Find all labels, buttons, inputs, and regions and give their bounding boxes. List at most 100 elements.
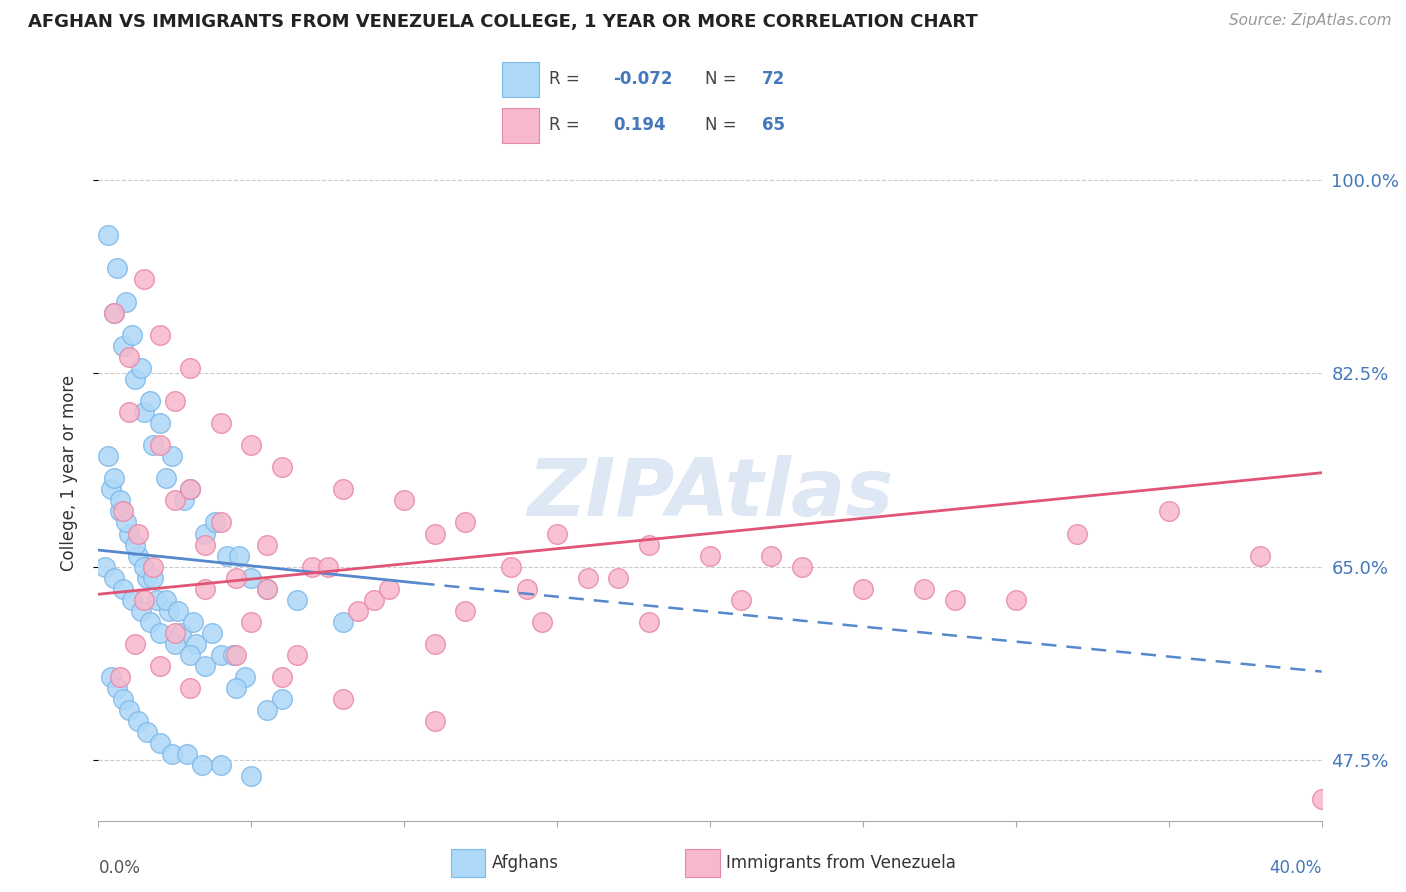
Point: [111, 582, 134, 596]
Text: N =: N =: [704, 70, 737, 88]
Point: [100, 483, 122, 497]
Point: [1250, 549, 1272, 563]
Point: [501, 559, 523, 574]
Point: [108, 493, 131, 508]
Point: [638, 615, 661, 629]
Point: [118, 350, 141, 364]
Point: [332, 692, 354, 706]
Point: [209, 648, 232, 662]
Point: [1066, 526, 1088, 541]
Point: [179, 360, 201, 375]
Text: -0.072: -0.072: [613, 70, 673, 88]
Point: [200, 626, 222, 640]
Text: ZIPAtlas: ZIPAtlas: [527, 455, 893, 533]
Point: [108, 670, 131, 684]
Text: 72: 72: [762, 70, 786, 88]
Text: R =: R =: [550, 116, 581, 134]
Point: [233, 670, 256, 684]
Point: [347, 604, 370, 618]
Point: [378, 582, 401, 596]
Text: 0.0%: 0.0%: [98, 859, 141, 878]
Point: [134, 272, 156, 286]
Point: [163, 626, 186, 640]
Text: 40.0%: 40.0%: [1270, 859, 1322, 878]
FancyBboxPatch shape: [502, 109, 540, 143]
Point: [209, 416, 232, 430]
Point: [139, 394, 162, 409]
Point: [127, 549, 149, 563]
Point: [285, 592, 308, 607]
Point: [638, 537, 661, 551]
Point: [204, 516, 226, 530]
Point: [105, 681, 128, 695]
Point: [111, 339, 134, 353]
Point: [160, 747, 183, 762]
Point: [105, 261, 128, 276]
Point: [157, 604, 180, 618]
Point: [100, 670, 122, 684]
Point: [121, 592, 143, 607]
Point: [163, 493, 186, 508]
Point: [363, 592, 385, 607]
Point: [163, 637, 186, 651]
Point: [301, 559, 323, 574]
Point: [194, 659, 217, 673]
Point: [170, 626, 193, 640]
Point: [103, 471, 125, 485]
Point: [256, 537, 278, 551]
Point: [332, 483, 354, 497]
Point: [209, 516, 232, 530]
Point: [179, 648, 201, 662]
Point: [576, 571, 599, 585]
Point: [160, 449, 183, 463]
Text: AFGHAN VS IMMIGRANTS FROM VENEZUELA COLLEGE, 1 YEAR OR MORE CORRELATION CHART: AFGHAN VS IMMIGRANTS FROM VENEZUELA COLL…: [28, 13, 977, 31]
Text: N =: N =: [704, 116, 737, 134]
Point: [111, 692, 134, 706]
Point: [103, 305, 125, 319]
Point: [115, 516, 138, 530]
Point: [240, 615, 263, 629]
Point: [142, 559, 165, 574]
Point: [111, 504, 134, 518]
Point: [149, 416, 172, 430]
Point: [285, 648, 308, 662]
Point: [228, 549, 250, 563]
Point: [392, 493, 416, 508]
Point: [176, 747, 198, 762]
Point: [423, 637, 446, 651]
Point: [191, 758, 214, 772]
Point: [181, 615, 204, 629]
Point: [93, 559, 115, 574]
Point: [136, 725, 159, 739]
Text: 0.194: 0.194: [613, 116, 666, 134]
Point: [149, 626, 172, 640]
Point: [699, 549, 721, 563]
Point: [108, 504, 131, 518]
Point: [103, 305, 125, 319]
Point: [124, 537, 146, 551]
Text: Afghans: Afghans: [492, 854, 558, 872]
Point: [149, 327, 172, 342]
Point: [124, 372, 146, 386]
Point: [97, 449, 120, 463]
Point: [454, 604, 477, 618]
Point: [256, 582, 278, 596]
Point: [912, 582, 935, 596]
Point: [103, 571, 125, 585]
Point: [332, 615, 354, 629]
Point: [173, 493, 195, 508]
FancyBboxPatch shape: [685, 849, 720, 877]
Point: [1157, 504, 1180, 518]
Point: [145, 592, 167, 607]
Point: [530, 615, 553, 629]
Point: [142, 571, 165, 585]
Point: [149, 659, 172, 673]
Point: [943, 592, 966, 607]
Point: [179, 681, 201, 695]
Text: R =: R =: [550, 70, 581, 88]
Point: [194, 526, 217, 541]
Point: [270, 670, 294, 684]
Point: [423, 714, 446, 729]
Point: [134, 405, 156, 419]
Point: [1004, 592, 1026, 607]
